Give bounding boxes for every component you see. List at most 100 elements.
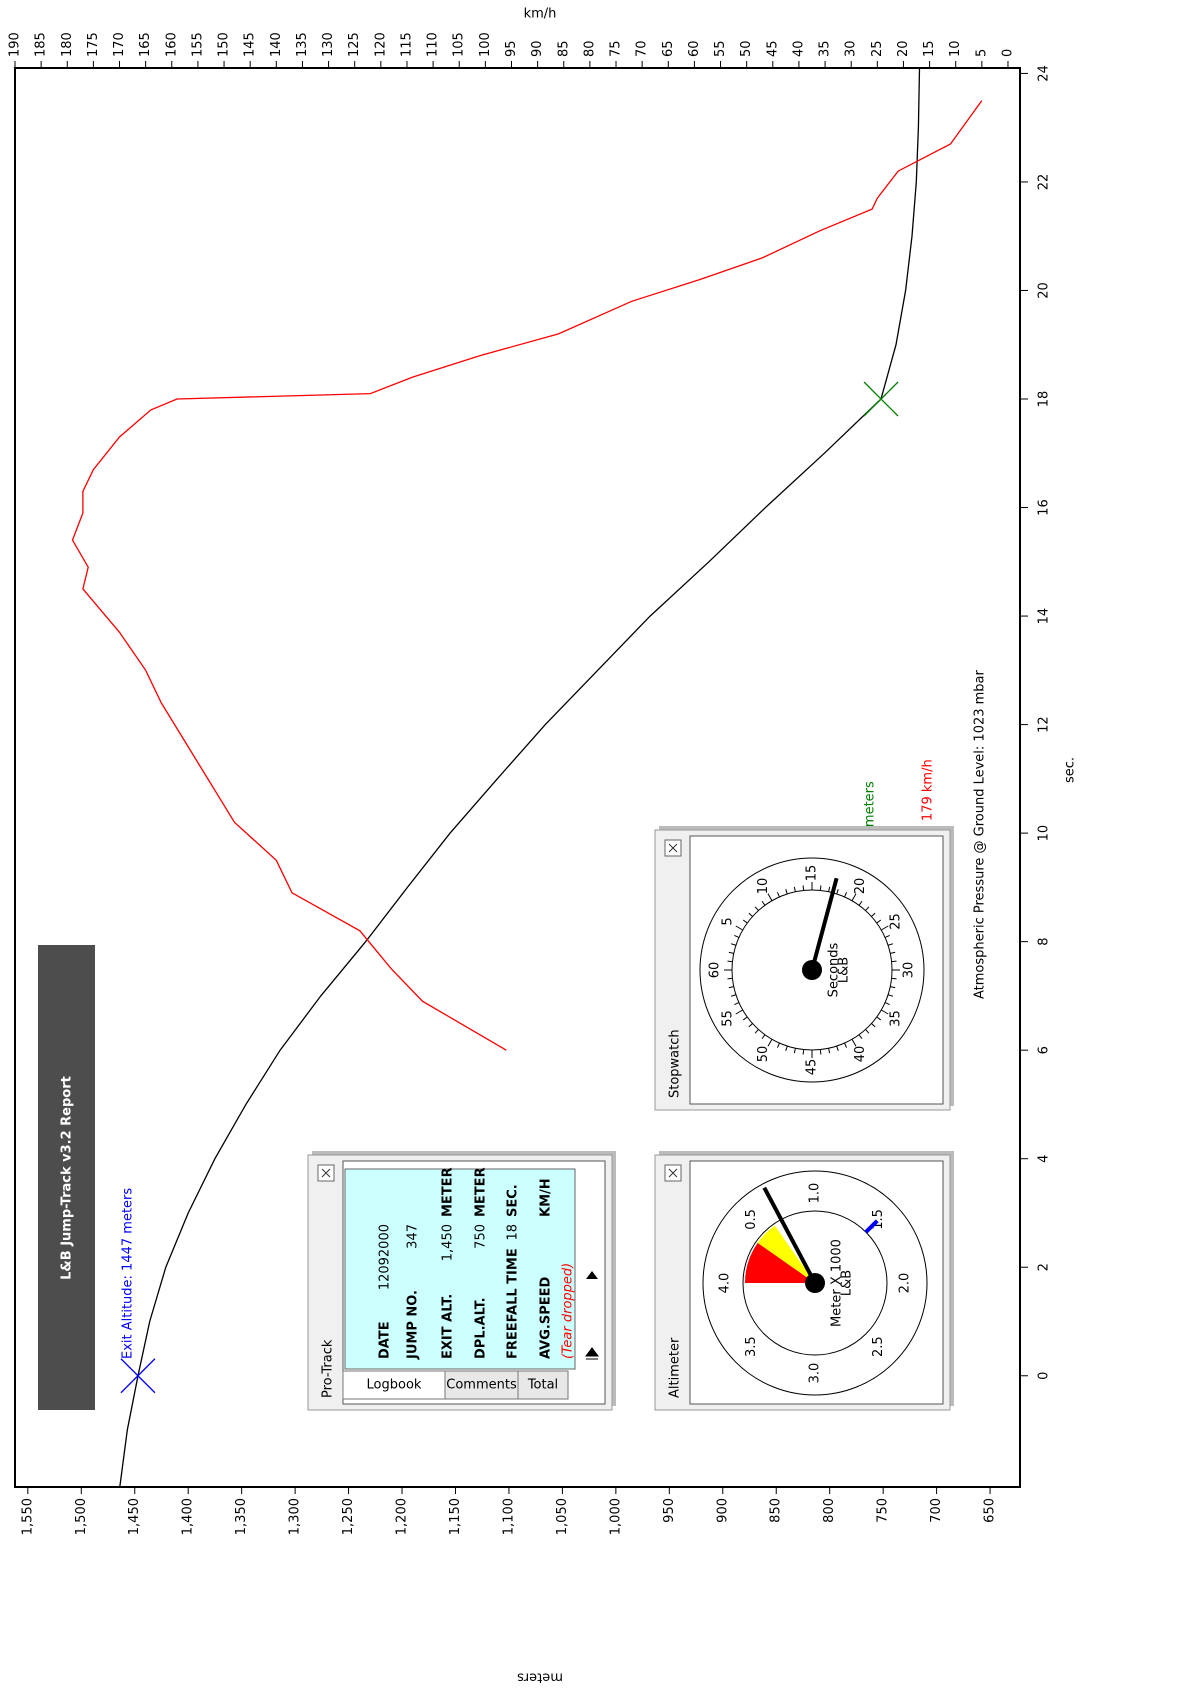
- dial-label: 20: [853, 878, 868, 895]
- dial-tick: [728, 986, 734, 989]
- dial-tick: [761, 1034, 766, 1040]
- y-tick-label: 800: [822, 1498, 837, 1523]
- dial-caption: Seconds: [827, 942, 842, 997]
- row-value: 347: [406, 1224, 421, 1249]
- dial-tick: [734, 1002, 740, 1006]
- tab[interactable]: [517, 1370, 569, 1400]
- x-axis-label: sec.: [1063, 757, 1078, 783]
- y2-tick-label: 190: [8, 32, 23, 57]
- y2-tick-label: 135: [295, 32, 310, 57]
- y-tick-label: 750: [876, 1498, 891, 1523]
- y-tick-label: 1,400: [181, 1498, 196, 1535]
- stopwatch-needle: [810, 877, 839, 971]
- dial-tick: [881, 925, 889, 931]
- dial-label: 25: [889, 913, 904, 930]
- dial-tick: [851, 1039, 857, 1047]
- dial-tick: [876, 1016, 882, 1021]
- dial-tick: [865, 1029, 870, 1034]
- title-box: [38, 945, 95, 1410]
- tab-label: Logbook: [367, 1378, 422, 1393]
- row-label: FREEFALL TIME: [506, 1248, 521, 1359]
- dial-tick: [819, 1049, 822, 1055]
- tab-label: Comments: [446, 1378, 517, 1393]
- y2-tick-label: 145: [243, 32, 258, 57]
- dial-label: 35: [889, 1010, 904, 1027]
- nav-button[interactable]: [586, 1271, 598, 1279]
- lcd: [344, 1168, 576, 1370]
- dial-tick: [881, 1009, 889, 1015]
- dial-tick: [844, 892, 848, 898]
- dial-tick: [858, 1034, 863, 1040]
- dial-tick: [793, 886, 796, 892]
- y2-axis-label: km/h: [524, 7, 557, 22]
- dial-caption: L&B: [840, 1270, 855, 1296]
- close-icon: [321, 1168, 331, 1178]
- y2-tick-label: 160: [164, 32, 179, 57]
- y2-tick-label: 0: [1000, 49, 1015, 57]
- dial-tick: [734, 934, 740, 938]
- dial-tick: [735, 925, 743, 931]
- dial-tick: [754, 906, 759, 911]
- nav-button[interactable]: [585, 1347, 599, 1360]
- row-value: 750: [474, 1224, 489, 1249]
- y2-tick-label: 35: [818, 40, 833, 57]
- y-tick-label: 1,000: [608, 1498, 623, 1535]
- dial-label: 30: [902, 962, 917, 979]
- annotation: Atmospheric Pressure @ Ground Level: 102…: [973, 669, 988, 999]
- dial-tick: [828, 886, 831, 892]
- dial-label: 40: [853, 1046, 868, 1063]
- row-value: 18: [506, 1224, 521, 1241]
- dial-label: 10: [756, 878, 771, 895]
- dial-tick: [876, 919, 882, 924]
- dial-tick: [844, 1042, 848, 1048]
- row-label: DPL.ALT.: [474, 1297, 489, 1359]
- y2-tick-label: 75: [609, 40, 624, 57]
- y2-tick-label: 25: [870, 40, 885, 57]
- y2-tick-label: 80: [582, 40, 597, 57]
- y-tick-label: 1,250: [341, 1498, 356, 1535]
- x-tick-label: 8: [1037, 938, 1052, 946]
- dial-tick: [858, 900, 863, 906]
- dial-caption: Meter X 1000: [830, 1239, 845, 1327]
- y2-tick-label: 100: [478, 32, 493, 57]
- x-tick-label: 24: [1037, 65, 1052, 82]
- warning-sector: [757, 1225, 815, 1283]
- dial-tick: [887, 994, 893, 997]
- x-tick-label: 20: [1037, 282, 1052, 299]
- close-icon: [668, 843, 678, 853]
- dial-tick: [742, 1016, 748, 1021]
- dial-label: 50: [756, 1046, 771, 1063]
- x-tick-label: 16: [1037, 499, 1052, 516]
- hub: [805, 1273, 825, 1293]
- y2-tick-label: 65: [661, 40, 676, 57]
- dial-tick: [884, 1002, 890, 1006]
- row-label: JUMP NO.: [406, 1290, 421, 1360]
- dial-tick: [887, 943, 893, 946]
- dial-tick: [890, 951, 896, 954]
- dial-tick: [793, 1048, 796, 1054]
- dial-tick: [785, 889, 788, 895]
- dial-tick: [731, 943, 737, 946]
- y2-tick-label: 155: [190, 32, 205, 57]
- dial-label: 3.0: [808, 1363, 823, 1384]
- y2-tick-label: 125: [347, 32, 362, 57]
- y-tick-label: 1,300: [288, 1498, 303, 1535]
- dial-label: 45: [805, 1059, 820, 1076]
- alt-needle: [762, 1186, 817, 1284]
- y2-tick-label: 50: [739, 40, 754, 57]
- marker-label: Exit Altitude: 1447 meters: [121, 1188, 136, 1359]
- dial-tick: [871, 912, 876, 917]
- dial-tick: [776, 1042, 780, 1048]
- y2-tick-label: 115: [399, 32, 414, 57]
- dial-label: 15: [805, 865, 820, 882]
- y2-tick-label: 5: [974, 49, 989, 57]
- y-tick-label: 850: [769, 1498, 784, 1523]
- dial-tick: [767, 893, 773, 901]
- x-tick-label: 12: [1037, 716, 1052, 733]
- row-unit: SEC.: [506, 1184, 521, 1217]
- y2-tick-label: 175: [86, 32, 101, 57]
- y-tick-label: 900: [715, 1498, 730, 1523]
- dial-tick: [735, 1009, 743, 1015]
- y-tick-label: 1,200: [395, 1498, 410, 1535]
- dial-label: 60: [708, 962, 723, 979]
